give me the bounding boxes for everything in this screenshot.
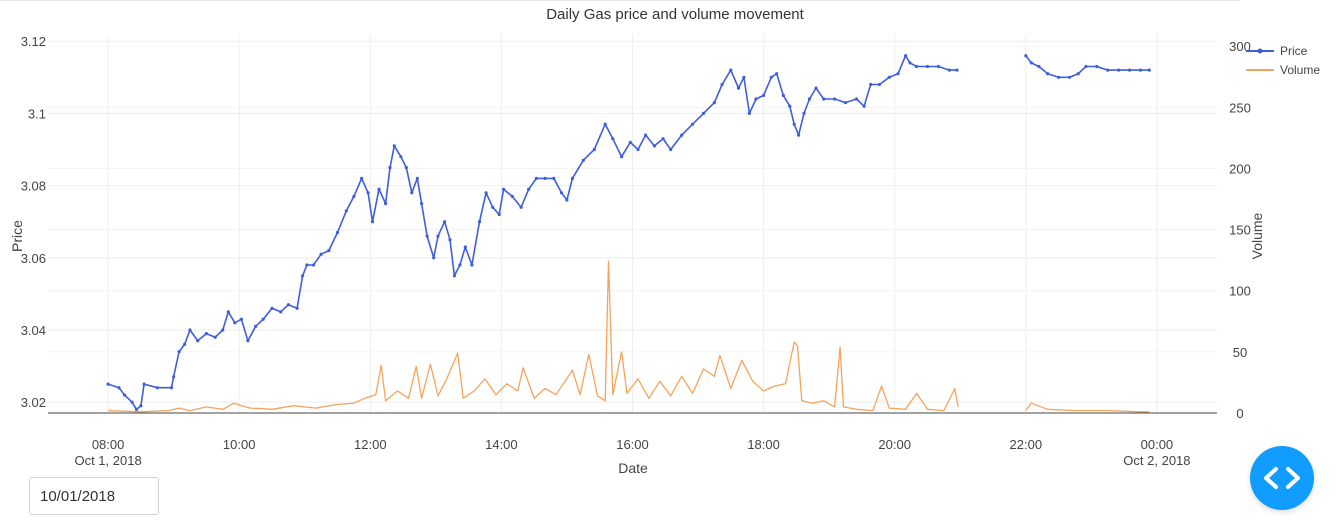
series-volume (108, 260, 1150, 413)
x-tick-label: 12:00 (354, 437, 387, 452)
legend-label: Price (1280, 44, 1308, 58)
legend-item-volume[interactable]: Volume (1246, 63, 1320, 77)
price-axis: 3.02 3.04 3.06 3.08 3.1 3.12 (21, 34, 46, 410)
y-tick-label: 3.02 (21, 395, 46, 410)
chart-title: Daily Gas price and volume movement (546, 6, 804, 23)
y2-axis-title: Volume (1249, 212, 1265, 259)
date-picker-input[interactable] (29, 477, 159, 515)
top-rule (0, 0, 1240, 1)
x-tick-label: 16:00 (616, 437, 649, 452)
y2-tick-label: 150 (1229, 223, 1251, 238)
x-tick-label: 20:00 (878, 437, 911, 452)
legend-marker (1257, 48, 1263, 54)
x-tick-sublabel: Oct 2, 2018 (1123, 453, 1190, 468)
y-axis-title: Price (9, 220, 25, 252)
legend[interactable]: Price Volume (1246, 44, 1320, 77)
volume-line (1025, 402, 1150, 413)
x-tick-label: 08:00 (92, 437, 125, 452)
y-tick-label: 3.06 (21, 251, 46, 266)
volume-line (108, 260, 959, 413)
y-tick-label: 3.12 (21, 34, 46, 49)
x-tick-label: 18:00 (747, 437, 780, 452)
x-tick-label: 14:00 (485, 437, 518, 452)
y-tick-label: 3.08 (21, 179, 46, 194)
volume-axis: 0 50 100 150 200 250 300 (1229, 39, 1251, 421)
y2-tick-label: 0 (1236, 406, 1243, 421)
y-tick-label: 3.1 (28, 106, 46, 121)
y2-tick-label: 200 (1229, 161, 1251, 176)
code-toggle-button[interactable] (1250, 446, 1314, 510)
y2-tick-label: 50 (1233, 345, 1247, 360)
x-tick-label: 00:00 (1141, 437, 1174, 452)
price-line (1025, 55, 1150, 79)
x-axis-title: Date (618, 460, 648, 476)
x-tick-label: 10:00 (223, 437, 256, 452)
y2-tick-label: 100 (1229, 284, 1251, 299)
y-tick-label: 3.04 (21, 323, 46, 338)
x-tick-sublabel: Oct 1, 2018 (74, 453, 141, 468)
series-price (106, 54, 1151, 411)
grid-layer (48, 34, 1217, 414)
y2-tick-label: 250 (1229, 100, 1251, 115)
x-tick-label: 22:00 (1010, 437, 1043, 452)
code-brackets-icon (1264, 467, 1300, 489)
y2-tick-label: 300 (1229, 39, 1251, 54)
price-line (107, 54, 957, 411)
legend-item-price[interactable]: Price (1246, 44, 1308, 58)
legend-label: Volume (1280, 63, 1320, 77)
series-layer (106, 54, 1151, 413)
